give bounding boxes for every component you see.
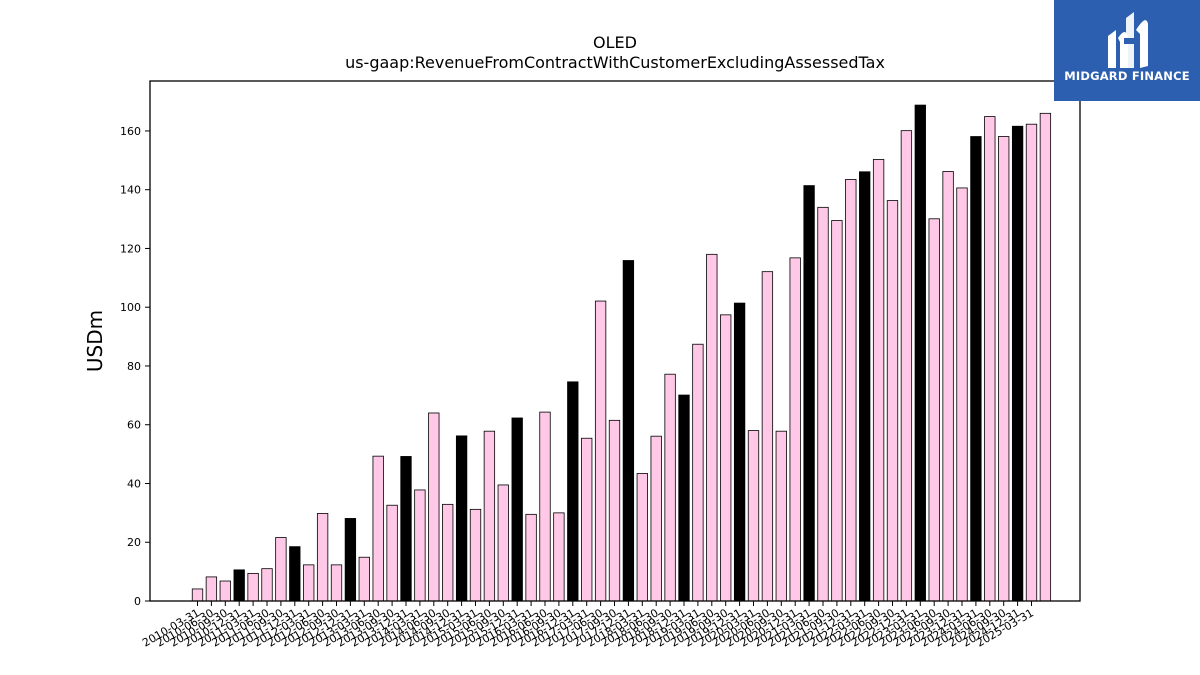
bar-2016-03-31 [525, 513, 537, 602]
bar-2014-03-31 [414, 489, 426, 602]
bar-2024-06-30 [984, 116, 996, 602]
y-tick-label: 80 [127, 360, 141, 373]
bar-2022-09-30 [886, 200, 899, 602]
bar-2014-09-30 [442, 503, 454, 602]
bar-2010-06-30 [205, 576, 218, 602]
bar-2013-09-30 [386, 504, 398, 602]
y-tick-label: 20 [127, 536, 141, 549]
bar-2011-03-31 [247, 572, 259, 602]
bar-2018-12-31 [678, 394, 690, 602]
bar-2023-09-30 [942, 171, 954, 602]
bar-2018-03-31 [636, 473, 648, 602]
bar-2021-09-30 [831, 220, 843, 602]
bar-2025-03-31 [1025, 123, 1038, 602]
bar-2012-06-30 [316, 513, 329, 602]
bar-2013-03-31 [358, 556, 370, 602]
bar-2012-03-31 [303, 564, 315, 602]
bar-2012-09-30 [330, 564, 343, 602]
bar-2019-12-31 [733, 302, 746, 602]
x-axis-ticks: 2010-03-312010-06-302010-09-302010-12-31… [140, 601, 1036, 650]
bar-2015-09-30 [497, 484, 509, 602]
bar-2020-03-31 [747, 430, 760, 602]
bar-2023-06-30 [928, 218, 940, 602]
y-axis-ticks: 0 20 40 60 80 100 120 140 160 [120, 125, 150, 608]
y-tick-label: 160 [120, 125, 141, 138]
y-tick-label: 100 [120, 301, 141, 314]
y-tick-label: 120 [120, 242, 141, 255]
bar-undefined [1039, 112, 1052, 602]
bar-2017-12-31 [622, 260, 635, 602]
bar-2012-12-31 [344, 518, 357, 602]
bar-2015-03-31 [469, 508, 482, 602]
bar-2024-12-31 [1011, 125, 1024, 602]
y-tick-label: 60 [127, 419, 141, 432]
bar-2015-06-30 [483, 430, 496, 602]
bar-2010-09-30 [219, 580, 231, 602]
bar-2013-06-30 [372, 455, 384, 602]
y-axis-label: USDm [83, 310, 107, 372]
bar-2017-03-31 [581, 437, 593, 602]
bar-2010-03-31 [191, 588, 204, 602]
bar-2020-09-30 [775, 430, 787, 602]
bar-2024-09-30 [998, 136, 1010, 602]
bar-2011-06-30 [261, 568, 273, 602]
bar-2014-12-31 [455, 435, 468, 602]
bar-2019-03-31 [692, 343, 704, 602]
bar-2017-09-30 [608, 419, 621, 602]
bar-2021-06-30 [817, 206, 829, 602]
bar-2022-12-31 [900, 130, 913, 602]
bar-2017-06-30 [594, 300, 607, 602]
bar-2020-06-30 [761, 271, 774, 602]
chart-subtitle: us-gaap:RevenueFromContractWithCustomerE… [345, 53, 885, 72]
midgard-logo-icon [1108, 12, 1148, 68]
bar-2024-03-31 [970, 136, 982, 602]
y-tick-label: 40 [127, 477, 141, 490]
bar-2019-06-30 [706, 253, 718, 602]
bar-2013-12-31 [400, 456, 412, 602]
bar-2021-12-31 [845, 179, 857, 602]
bar-2019-09-30 [720, 314, 732, 602]
bar-2022-06-30 [872, 159, 885, 602]
bar-2021-03-31 [803, 185, 815, 602]
bar-series [191, 104, 1052, 602]
bar-2011-09-30 [275, 537, 287, 602]
brand-name: MIDGARD FINANCE [1064, 69, 1190, 83]
bar-2016-12-31 [567, 381, 579, 602]
plot-frame [149, 80, 1081, 602]
bar-2014-06-30 [428, 412, 440, 602]
chart-title: OLED [593, 33, 637, 52]
bar-2020-12-31 [789, 257, 801, 602]
y-tick-label: 140 [120, 184, 141, 197]
bar-2023-12-31 [956, 187, 968, 602]
brand-logo: MIDGARD FINANCE [1054, 0, 1200, 101]
bar-2016-09-30 [553, 512, 565, 602]
bar-2022-03-31 [859, 171, 871, 602]
y-tick-label: 0 [134, 595, 141, 608]
bar-2011-12-31 [289, 546, 301, 602]
bar-2023-03-31 [914, 104, 926, 602]
bar-2016-06-30 [539, 411, 551, 602]
bar-2018-09-30 [664, 373, 676, 602]
bar-2015-12-31 [511, 417, 523, 602]
bar-2018-06-30 [650, 435, 662, 602]
bar-2010-12-31 [233, 569, 245, 602]
